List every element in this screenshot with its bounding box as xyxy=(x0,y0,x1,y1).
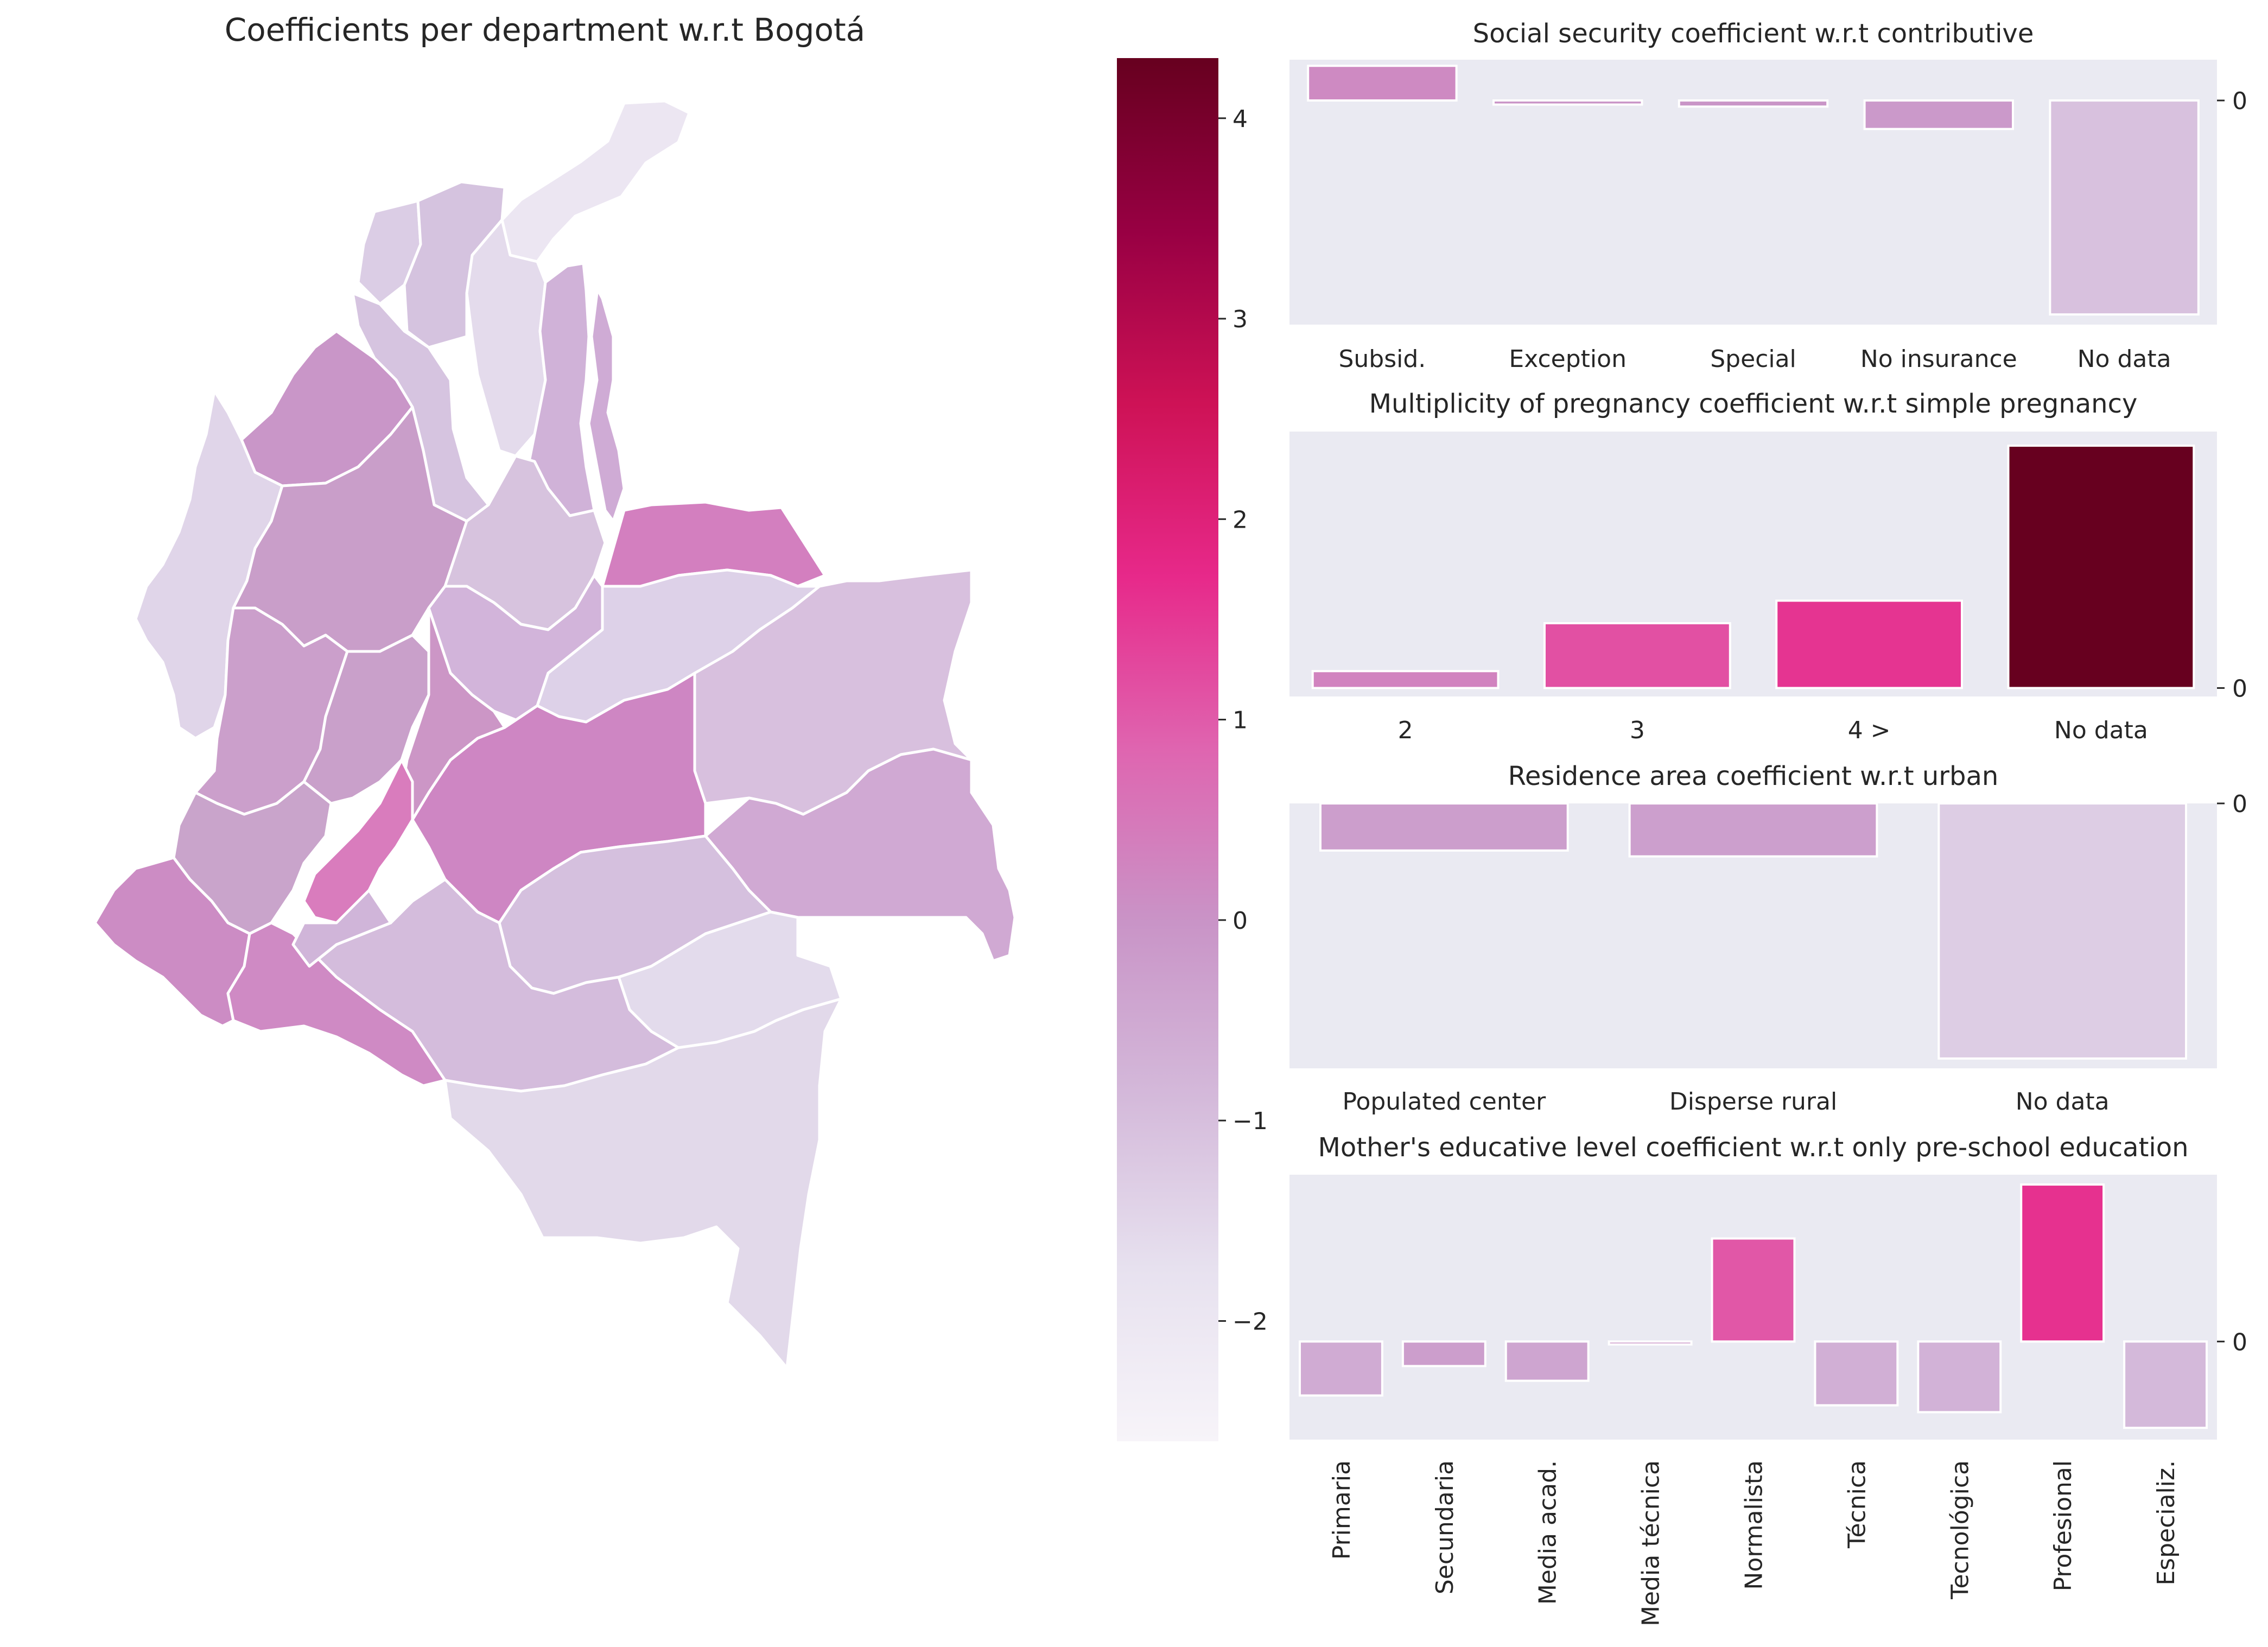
department-region xyxy=(582,262,626,523)
colorbar-tick-label: −1 xyxy=(1233,1107,1268,1135)
y-tick-label: 0 xyxy=(2232,1328,2247,1356)
category-label: No insurance xyxy=(1860,345,2017,373)
category-label: Profesional xyxy=(2049,1460,2077,1592)
bar xyxy=(1319,802,1569,852)
bar xyxy=(2123,1340,2208,1429)
colorbar-tick-label: −2 xyxy=(1233,1308,1268,1335)
category-label: Primaria xyxy=(1328,1460,1356,1560)
bar-charts: Social security coefficient w.r.t contri… xyxy=(1289,18,2247,1626)
department-region xyxy=(500,99,691,263)
category-label: Técnica xyxy=(1843,1460,1871,1549)
bar xyxy=(1678,99,1829,108)
bar xyxy=(2020,1183,2105,1343)
bar-chart: Residence area coefficient w.r.t urban Po… xyxy=(1289,761,2247,1116)
category-label: 2 xyxy=(1398,717,1413,744)
category-label: Populated center xyxy=(1342,1088,1546,1116)
colorbar-tick-label: 3 xyxy=(1233,306,1248,333)
y-tick-label: 0 xyxy=(2232,790,2247,818)
department-region xyxy=(302,634,430,805)
bar xyxy=(2049,99,2200,316)
bar xyxy=(1543,622,1731,689)
bar xyxy=(1504,1340,1590,1382)
department-region xyxy=(93,856,251,1028)
chart-title: Residence area coefficient w.r.t urban xyxy=(1508,761,1999,791)
bar xyxy=(1863,99,2015,130)
department-region xyxy=(528,262,596,517)
category-label: No data xyxy=(2054,717,2148,744)
category-label: Special xyxy=(1710,345,1796,373)
category-label: Tecnológica xyxy=(1946,1460,1974,1600)
map-title: Coefficients per department w.r.t Bogotá xyxy=(225,11,865,48)
chart-title: Social security coefficient w.r.t contri… xyxy=(1473,18,2034,49)
y-tick-label: 0 xyxy=(2232,87,2247,115)
department-region xyxy=(291,889,392,968)
category-label: Media técnica xyxy=(1637,1460,1665,1626)
colorbar-tick-label: 0 xyxy=(1233,907,1248,935)
category-label: Exception xyxy=(1509,345,1627,373)
department-region xyxy=(400,606,506,821)
colorbar: 4 3 2 1 0 −1 −2 xyxy=(1117,58,1268,1441)
colombia-map xyxy=(93,99,1017,1370)
colorbar-tick-label: 4 xyxy=(1233,105,1248,133)
colorbar-tick-label: 1 xyxy=(1233,707,1248,734)
category-label: No data xyxy=(2016,1088,2110,1116)
colorbar-tick-label: 2 xyxy=(1233,506,1248,534)
colorbar-ticks: 4 3 2 1 0 −1 −2 xyxy=(1218,105,1268,1335)
category-label: 3 xyxy=(1630,717,1645,744)
bar xyxy=(1608,1340,1693,1346)
bar xyxy=(2007,444,2195,689)
bar xyxy=(1814,1340,1899,1407)
colorbar-gradient xyxy=(1117,58,1218,1441)
bar xyxy=(1401,1340,1486,1367)
chart-title: Multiplicity of pregnancy coefficient w.… xyxy=(1369,389,2138,419)
category-label: Media acad. xyxy=(1534,1460,1562,1605)
bar-chart: Multiplicity of pregnancy coefficient w.… xyxy=(1289,389,2247,744)
department-region xyxy=(403,180,506,349)
bar xyxy=(1775,599,1964,689)
category-label: Disperse rural xyxy=(1669,1088,1837,1116)
y-tick-label: 0 xyxy=(2232,675,2247,702)
bar xyxy=(1628,802,1878,858)
bar xyxy=(1937,802,2188,1060)
bar xyxy=(1492,99,1643,106)
bar-chart: Social security coefficient w.r.t contri… xyxy=(1289,18,2247,373)
bar xyxy=(1311,670,1500,689)
category-label: Normalista xyxy=(1740,1460,1768,1590)
category-label: Subsid. xyxy=(1338,345,1426,373)
category-label: Secundaria xyxy=(1431,1460,1459,1594)
department-region xyxy=(443,997,843,1370)
bar xyxy=(1298,1340,1383,1397)
category-label: Especializ. xyxy=(2152,1460,2180,1586)
chart-title: Mother's educative level coefficient w.r… xyxy=(1318,1132,2188,1163)
bar xyxy=(1711,1237,1796,1343)
department-region xyxy=(704,748,1017,962)
bar xyxy=(1917,1340,2002,1414)
bar-chart: Mother's educative level coefficient w.r… xyxy=(1289,1132,2247,1626)
category-label: No data xyxy=(2078,345,2171,373)
bar xyxy=(1307,65,1458,102)
category-label: 4 > xyxy=(1848,717,1891,744)
